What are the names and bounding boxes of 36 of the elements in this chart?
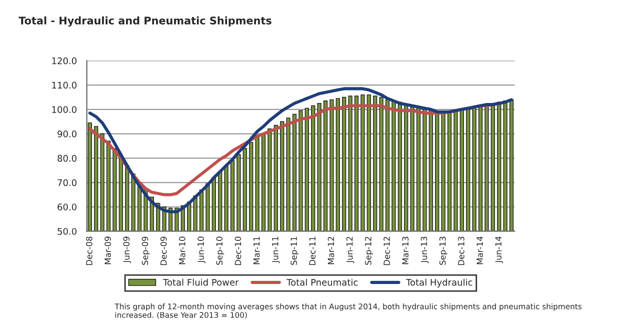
x-tick-label: Sep-12 xyxy=(365,236,373,265)
x-tick-label: Dec-09 xyxy=(160,236,167,266)
x-tick-label: Sep-09 xyxy=(142,236,150,265)
y-tick-label: 90.0 xyxy=(58,130,76,138)
x-tick-label: Jun-09 xyxy=(123,236,132,264)
x-tick-label: Dec-13 xyxy=(458,236,464,266)
x-tick-label: Jun-12 xyxy=(346,236,354,264)
legend-label: Total Pneumatic xyxy=(286,278,358,286)
x-tick-label: Dec-12 xyxy=(384,236,390,266)
y-tick-label: 60.0 xyxy=(58,204,76,210)
x-tick-label: Mar-11 xyxy=(254,236,260,264)
x-tick-label: Jun-11 xyxy=(272,236,280,264)
x-tick-label: Jun-14 xyxy=(495,236,504,264)
x-tick-label: Dec-08 xyxy=(86,236,92,266)
x-tick-label: Jun-13 xyxy=(420,236,429,264)
x-tick-label: Dec-11 xyxy=(309,236,316,266)
legend-label: Total Fluid Power xyxy=(162,278,239,286)
y-tick-label: 100.0 xyxy=(52,106,76,113)
y-tick-label: 80.0 xyxy=(58,154,76,162)
legend-label: Total Hydraulic xyxy=(406,278,472,288)
x-tick-label: Sep-11 xyxy=(290,236,299,265)
x-tick-label: Dec-10 xyxy=(234,236,242,266)
x-tick-label: Jun-10 xyxy=(198,236,206,264)
x-tick-label: Mar-14 xyxy=(476,236,483,264)
x-tick-label: Mar-09 xyxy=(104,236,111,264)
line-series xyxy=(88,87,514,214)
x-tick-label: Mar-10 xyxy=(179,236,186,264)
y-tick-label: 70.0 xyxy=(58,179,76,186)
y-tick-label: 120.0 xyxy=(52,57,76,64)
x-tick-label: Sep-13 xyxy=(439,236,448,265)
chart-title: Total - Hydraulic and Pneumatic Shipments xyxy=(18,16,272,27)
y-tick-label: 110.0 xyxy=(52,82,76,89)
x-tick-label: Mar-12 xyxy=(328,236,334,264)
x-tick-label: Sep-10 xyxy=(216,236,224,265)
x-tick-label: Mar-13 xyxy=(402,236,409,264)
y-tick-label: 50.0 xyxy=(58,228,76,235)
